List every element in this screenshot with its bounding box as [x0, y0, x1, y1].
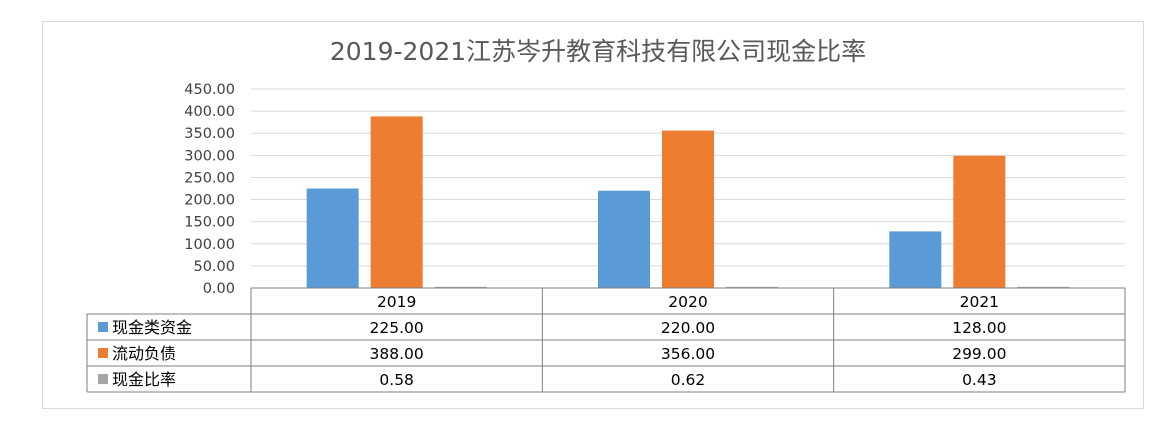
x-category-label: 2020	[668, 293, 707, 311]
bar-现金类资金-2020	[598, 190, 650, 288]
y-tick-label: 250.00	[184, 170, 235, 186]
x-category-label: 2021	[960, 293, 999, 311]
bar-流动负债-2019	[370, 116, 423, 288]
data-table: 2019 2020 2021 现金类资金 225.00 220.00 128.00 流动负债 3…	[86, 287, 1126, 393]
y-tick-label: 400.00	[184, 104, 235, 120]
bar-现金比率-2021	[1017, 286, 1070, 288]
bar-流动负债-2021	[953, 155, 1006, 288]
bar-现金类资金-2019	[306, 188, 359, 288]
series-name: 现金比率	[112, 370, 176, 389]
data-table-cell: 388.00	[370, 345, 424, 363]
legend-key-现金比率	[98, 374, 108, 384]
legend-key-流动负债	[98, 348, 108, 358]
y-tick-label: 150.00	[184, 215, 235, 231]
y-axis-ticks: 0.00 50.00 100.00 150.00 200.00 250.00 300.00 3…	[184, 82, 235, 297]
y-tick-label: 300.00	[184, 148, 235, 164]
bars	[306, 116, 1070, 288]
chart-svg: 2019-2021江苏岑升教育科技有限公司现金比率 0.00 50.00 100.0…	[86, 37, 1126, 393]
bar-现金比率-2019	[434, 286, 487, 288]
data-table-cell: 299.00	[952, 345, 1006, 363]
data-table-cell: 225.00	[370, 319, 424, 337]
data-table-cell: 356.00	[661, 345, 715, 363]
data-table-cell: 0.62	[671, 371, 706, 389]
y-tick-label: 100.00	[184, 237, 235, 253]
y-tick-label: 200.00	[184, 193, 235, 209]
y-tick-label: 50.00	[193, 259, 235, 275]
bar-流动负债-2020	[662, 130, 714, 288]
series-name: 现金类资金	[112, 318, 192, 337]
data-table-cell: 0.58	[379, 371, 414, 389]
legend-key-现金类资金	[98, 322, 108, 332]
series-name: 流动负债	[112, 344, 176, 363]
y-tick-label: 350.00	[184, 126, 235, 142]
data-table-cell: 0.43	[962, 371, 997, 389]
chart-frame: 2019-2021江苏岑升教育科技有限公司现金比率 0.00 50.00 100.0…	[42, 21, 1144, 409]
bar-现金类资金-2021	[889, 231, 942, 288]
data-table-cell: 128.00	[952, 319, 1006, 337]
data-table-cell: 220.00	[661, 319, 715, 337]
chart-title: 2019-2021江苏岑升教育科技有限公司现金比率	[330, 37, 866, 66]
y-tick-label: 0.00	[203, 281, 235, 297]
bar-现金比率-2020	[726, 286, 778, 288]
y-tick-label: 450.00	[184, 82, 235, 98]
x-category-label: 2019	[377, 293, 416, 311]
